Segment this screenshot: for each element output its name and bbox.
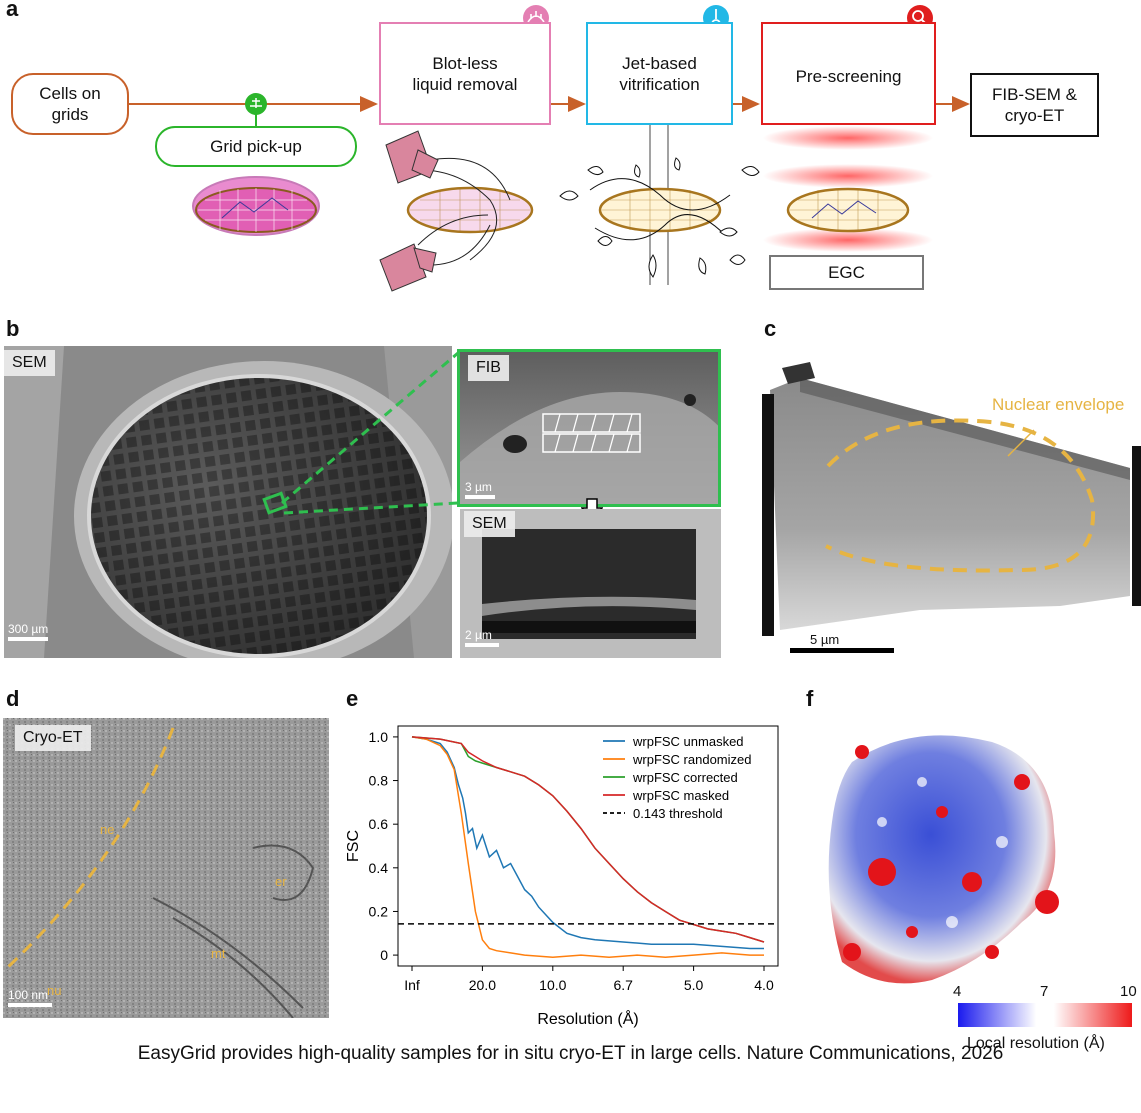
legend-label-0: wrpFSC unmasked [632, 734, 744, 749]
y-tick-label: 0.2 [369, 903, 389, 919]
fib-tag: FIB [468, 355, 509, 381]
sem-lamella-image: SEM 2 µm [460, 509, 721, 658]
legend-label-4: 0.143 threshold [633, 806, 723, 821]
cells-on-grids-box: Cells on grids [11, 73, 129, 135]
sem-lamella-tag: SEM [464, 511, 515, 537]
y-tick-label: 0 [380, 947, 388, 963]
nozzle-top [385, 130, 439, 184]
series-line-3 [411, 736, 765, 943]
figure-caption: EasyGrid provides high-quality samples f… [137, 1043, 1004, 1064]
colorbar-tick-4: 4 [953, 983, 962, 1000]
ne-dashed-line [5, 727, 175, 970]
panel-label-d: d [6, 686, 20, 711]
x-tick-label: 6.7 [613, 977, 633, 993]
scale-label-5um: 5 µm [810, 632, 840, 647]
y-tick-label: 0.8 [369, 773, 389, 789]
fibsem-box: FIB-SEM & cryo-ET [970, 73, 1099, 137]
x-axis-label: Resolution (Å) [537, 1009, 638, 1028]
nozzle-bottom [379, 243, 437, 292]
y-tick-label: 0.4 [369, 860, 389, 876]
scale-label-300um: 300 µm [8, 622, 49, 636]
local-resolution-map [828, 735, 1059, 984]
series-line-0 [411, 736, 764, 950]
label-nu: nu [47, 983, 62, 998]
sem-grid-image: SEM 300 µm [4, 346, 452, 658]
plot-frame [397, 725, 779, 967]
x-tick-label: 10.0 [539, 977, 566, 993]
nuclear-envelope-outline [825, 418, 1096, 573]
scale-bar-100nm: 100 nm [8, 988, 52, 1007]
y-axis-label: FSC [345, 830, 362, 862]
scale-bar-3um: 3 µm [465, 480, 495, 499]
x-tick-label: 20.0 [469, 977, 496, 993]
label-mt: mt [211, 946, 226, 961]
x-tick-label: 5.0 [684, 977, 704, 993]
legend-label-2: wrpFSC corrected [632, 770, 738, 785]
x-tick-label: 4.0 [754, 977, 774, 993]
x-tick-label: Inf [404, 977, 420, 993]
scale-bar-300um: 300 µm [8, 622, 48, 641]
label-ne: ne [100, 822, 115, 837]
zoom-lines [281, 351, 459, 515]
blotless-box: Blot-less liquid removal [379, 22, 551, 125]
panel-label-a: a [6, 0, 19, 21]
colorbar [958, 1003, 1132, 1027]
nuclear-envelope-label: Nuclear envelope [992, 395, 1125, 414]
fib-image: FIB 3 µm [457, 349, 721, 507]
y-tick-label: 0.6 [369, 816, 389, 832]
egc-box: EGC [769, 255, 924, 290]
scale-label-2um: 2 µm [465, 628, 492, 642]
colorbar-label: Local resolution (Å) [967, 1035, 1105, 1052]
cryo-et-tag: Cryo-ET [15, 725, 91, 751]
grid-pickup-box: Grid pick-up [155, 126, 357, 167]
prescreening-box: Pre-screening [761, 22, 936, 125]
fsc-chart: 1.0 0.8 0.6 0.4 0.2 0 Inf 20.0 10.0 6.7 5.0 4.0 Reso… [345, 725, 779, 1028]
legend-label-3: wrpFSC masked [632, 788, 729, 803]
panel-label-c: c [764, 316, 777, 341]
legend-label-1: wrpFSC randomized [632, 752, 752, 767]
panel-label-f: f [806, 686, 814, 711]
series-line-1 [411, 736, 764, 959]
sem-tag: SEM [4, 350, 55, 376]
colorbar-tick-10: 10 [1120, 983, 1137, 1000]
scale-label-3um: 3 µm [465, 480, 492, 494]
y-tick-label: 1.0 [369, 729, 389, 745]
scale-bar-2um: 2 µm [465, 628, 499, 647]
jet-vitrification-box: Jet-based vitrification [586, 22, 733, 125]
panel-label-b: b [6, 316, 20, 341]
cryo-et-image: Cryo-ET ne nu er mt 100 nm [3, 718, 329, 1018]
tomogram-slab [762, 362, 1141, 653]
colorbar-tick-7: 7 [1040, 983, 1049, 1000]
scale-label-100nm: 100 nm [8, 988, 49, 1002]
label-er: er [275, 874, 287, 889]
panel-label-e: e [346, 686, 359, 711]
